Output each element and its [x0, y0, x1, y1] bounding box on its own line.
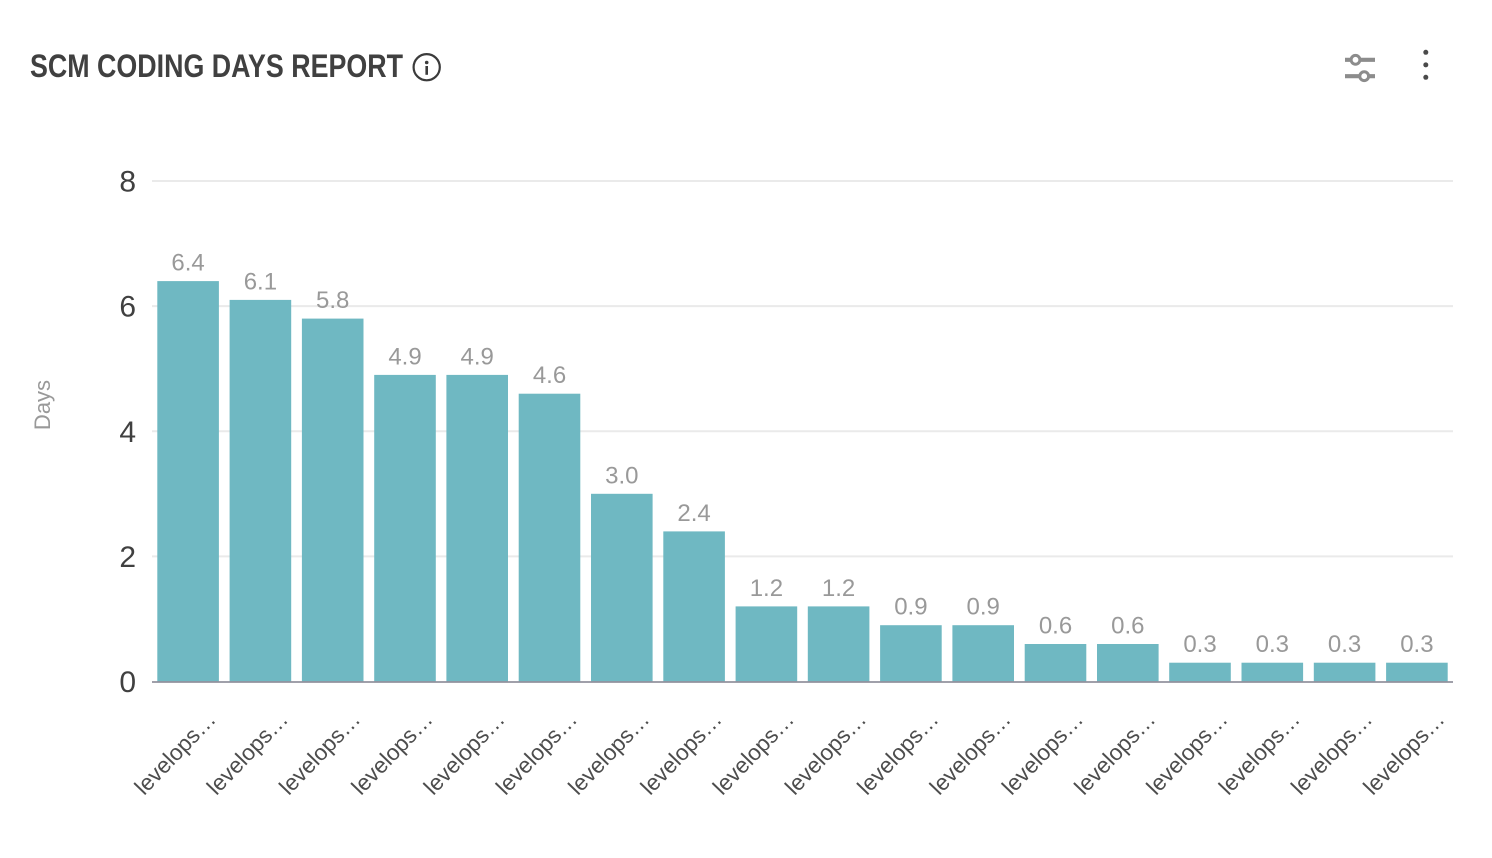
svg-text:0.3: 0.3: [1183, 631, 1216, 658]
svg-text:Days: Days: [30, 380, 55, 430]
svg-text:6.1: 6.1: [244, 268, 277, 295]
svg-text:2: 2: [119, 541, 136, 574]
svg-text:6: 6: [119, 291, 136, 324]
svg-text:0.6: 0.6: [1111, 613, 1144, 640]
svg-text:1.2: 1.2: [750, 575, 783, 602]
svg-text:0.3: 0.3: [1256, 631, 1289, 658]
svg-text:4.9: 4.9: [461, 343, 494, 370]
svg-text:SCM CODING DAYS REPORT: SCM CODING DAYS REPORT: [30, 48, 403, 84]
svg-text:5.8: 5.8: [316, 287, 349, 314]
svg-text:4.9: 4.9: [388, 343, 421, 370]
svg-text:0.3: 0.3: [1400, 631, 1433, 658]
svg-text:8: 8: [119, 166, 136, 199]
svg-text:4: 4: [119, 416, 136, 449]
svg-text:1.2: 1.2: [822, 575, 855, 602]
svg-text:4.6: 4.6: [533, 362, 566, 389]
svg-text:0.9: 0.9: [967, 594, 1000, 621]
svg-text:6.4: 6.4: [171, 250, 204, 277]
svg-text:2.4: 2.4: [677, 500, 710, 527]
svg-text:0.6: 0.6: [1039, 613, 1072, 640]
svg-text:0.9: 0.9: [894, 594, 927, 621]
svg-text:0.3: 0.3: [1328, 631, 1361, 658]
svg-text:0: 0: [119, 666, 136, 699]
svg-text:3.0: 3.0: [605, 462, 638, 489]
